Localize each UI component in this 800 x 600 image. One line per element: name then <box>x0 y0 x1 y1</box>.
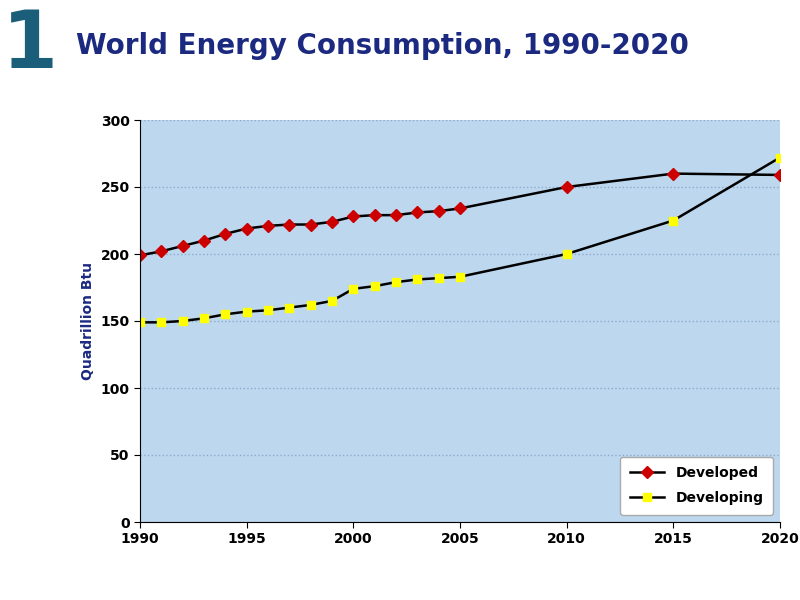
Developed <box>327 218 337 226</box>
Developing <box>263 307 273 314</box>
Developed <box>135 252 145 259</box>
Developed <box>391 212 401 219</box>
Developing <box>455 273 465 280</box>
Developing <box>199 315 209 322</box>
Developing <box>306 301 315 308</box>
Developing <box>391 278 401 286</box>
Developing <box>562 250 571 257</box>
Developing <box>221 311 230 318</box>
Developing <box>669 217 678 224</box>
Developed <box>242 225 251 232</box>
Developed <box>221 230 230 238</box>
Developed <box>263 222 273 229</box>
Developed <box>285 221 294 228</box>
Developed <box>306 221 315 228</box>
Developing <box>370 283 379 290</box>
Developing <box>327 297 337 304</box>
Developed <box>455 205 465 212</box>
Text: World Energy Consumption, 1990-2020: World Energy Consumption, 1990-2020 <box>76 32 689 61</box>
Developed <box>434 208 443 215</box>
Line: Developed: Developed <box>136 169 784 260</box>
Developed <box>562 184 571 191</box>
Developed <box>370 212 379 219</box>
Developing <box>178 317 187 325</box>
Developing <box>242 308 251 315</box>
Y-axis label: Quadrillion Btu: Quadrillion Btu <box>81 262 95 380</box>
Developed <box>199 237 209 244</box>
Developed <box>669 170 678 177</box>
Developed <box>775 172 785 179</box>
Developed <box>157 248 166 255</box>
Developing <box>434 275 443 282</box>
Developing <box>135 319 145 326</box>
Developing <box>413 276 422 283</box>
Developing <box>285 304 294 311</box>
Developing <box>157 319 166 326</box>
Developing <box>775 154 785 161</box>
Developed <box>178 242 187 250</box>
Developed <box>349 213 358 220</box>
Text: 1: 1 <box>2 7 58 85</box>
Line: Developing: Developing <box>136 154 784 326</box>
Developed <box>413 209 422 216</box>
Legend: Developed, Developing: Developed, Developing <box>620 457 773 515</box>
Developing <box>349 285 358 292</box>
